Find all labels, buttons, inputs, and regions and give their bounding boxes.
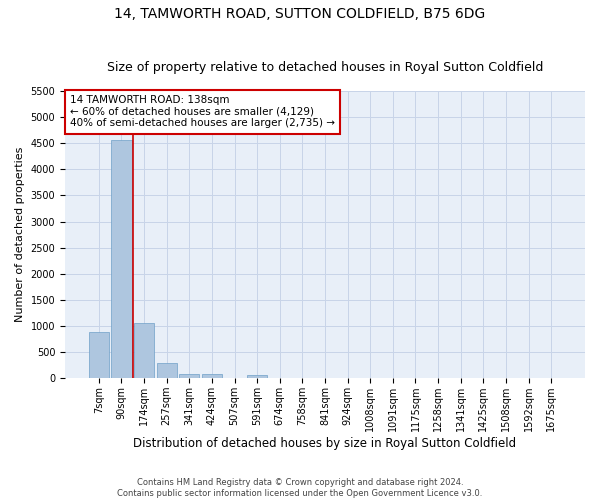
- Text: Contains HM Land Registry data © Crown copyright and database right 2024.
Contai: Contains HM Land Registry data © Crown c…: [118, 478, 482, 498]
- Bar: [157, 363, 177, 378]
- Bar: [179, 374, 199, 378]
- Text: 14 TAMWORTH ROAD: 138sqm
← 60% of detached houses are smaller (4,129)
40% of sem: 14 TAMWORTH ROAD: 138sqm ← 60% of detach…: [70, 96, 335, 128]
- Y-axis label: Number of detached properties: Number of detached properties: [15, 147, 25, 322]
- X-axis label: Distribution of detached houses by size in Royal Sutton Coldfield: Distribution of detached houses by size …: [133, 437, 517, 450]
- Bar: [202, 374, 222, 378]
- Bar: [134, 323, 154, 378]
- Bar: [111, 140, 131, 378]
- Title: Size of property relative to detached houses in Royal Sutton Coldfield: Size of property relative to detached ho…: [107, 62, 543, 74]
- Bar: [89, 332, 109, 378]
- Bar: [247, 375, 268, 378]
- Text: 14, TAMWORTH ROAD, SUTTON COLDFIELD, B75 6DG: 14, TAMWORTH ROAD, SUTTON COLDFIELD, B75…: [115, 8, 485, 22]
